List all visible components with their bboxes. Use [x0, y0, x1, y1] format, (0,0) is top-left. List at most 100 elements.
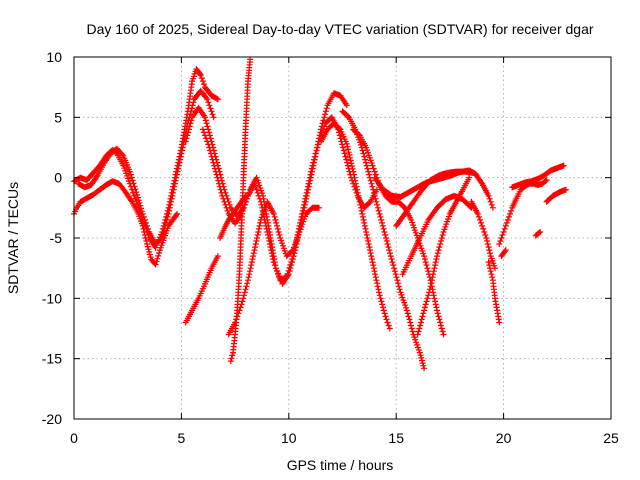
data-point [144, 222, 150, 229]
data-point [431, 295, 438, 302]
data-point [378, 216, 385, 223]
data-point [486, 195, 493, 202]
y-axis-label: SDTVAR / TECUs [5, 182, 21, 294]
data-point [371, 192, 378, 199]
data-point [202, 132, 208, 139]
data-point [276, 232, 283, 238]
data-point [503, 219, 510, 226]
data-point [182, 138, 189, 145]
data-point [126, 168, 133, 175]
data-point [432, 301, 439, 308]
data-point [202, 114, 208, 121]
data-point [480, 225, 487, 232]
data-point [237, 304, 244, 311]
data-point [383, 238, 390, 244]
data-point [488, 271, 495, 278]
data-point [159, 232, 166, 238]
data-point [436, 316, 443, 323]
data-point [363, 162, 370, 169]
data-point [267, 244, 274, 251]
data-point [484, 238, 491, 244]
data-point [242, 192, 249, 199]
data-point [434, 253, 440, 260]
data-point [214, 174, 221, 181]
data-point [366, 171, 373, 178]
data-point [500, 229, 507, 235]
data-point [321, 114, 328, 121]
data-point [152, 261, 159, 268]
data-point [223, 204, 230, 211]
y-tick-label: -20 [42, 411, 62, 427]
data-point [417, 319, 424, 326]
data-point [217, 186, 224, 193]
series-arc-o [399, 192, 475, 278]
data-point [185, 126, 192, 133]
data-point [385, 244, 392, 251]
data-point [370, 165, 377, 172]
data-point [213, 171, 220, 178]
data-point [238, 301, 245, 308]
data-point [356, 195, 362, 202]
data-point [183, 135, 190, 142]
data-point [204, 138, 211, 145]
data-point [477, 216, 483, 223]
data-point [257, 219, 264, 226]
data-point [439, 232, 446, 238]
data-point [270, 210, 277, 217]
data-point [486, 262, 493, 269]
data-point [174, 168, 181, 175]
data-point [138, 205, 145, 212]
data-point [487, 198, 494, 205]
data-point [423, 262, 430, 269]
series-arc-p [414, 174, 473, 338]
data-point [501, 225, 508, 232]
data-point [364, 235, 371, 241]
data-point [361, 153, 368, 160]
data-point [212, 168, 219, 175]
data-point [274, 222, 280, 229]
data-point [273, 219, 280, 226]
data-point [386, 247, 393, 254]
data-point [177, 156, 184, 163]
data-point [370, 189, 377, 196]
data-point [376, 210, 383, 217]
data-point [479, 222, 486, 229]
data-point [392, 271, 399, 278]
data-point [136, 200, 143, 206]
data-point [419, 313, 426, 320]
data-point [382, 313, 389, 320]
data-point [406, 316, 413, 323]
data-point [368, 180, 375, 187]
data-point [537, 229, 544, 235]
data-point [264, 229, 271, 235]
data-point [560, 162, 567, 169]
data-point [499, 232, 506, 238]
data-point [171, 183, 178, 190]
data-point [438, 325, 445, 332]
data-point [434, 307, 440, 314]
data-point [272, 265, 279, 272]
data-point [289, 248, 295, 255]
data-point [341, 150, 348, 157]
data-point [379, 301, 386, 308]
data-point [438, 238, 444, 244]
data-point [233, 316, 240, 323]
data-point [323, 105, 330, 112]
data-point [130, 189, 137, 196]
data-point [141, 232, 148, 238]
data-point [133, 189, 140, 196]
data-point [381, 229, 388, 235]
data-point [199, 78, 206, 85]
data-point [430, 271, 437, 278]
data-point [263, 222, 269, 229]
data-point [347, 154, 353, 161]
data-point [184, 132, 191, 139]
x-tick-label: 0 [70, 430, 78, 446]
data-point [128, 174, 135, 181]
x-axis-label: GPS time / hours [287, 457, 394, 473]
data-point [363, 229, 370, 235]
data-point [288, 259, 295, 265]
data-point [498, 235, 505, 241]
data-point [185, 129, 192, 136]
